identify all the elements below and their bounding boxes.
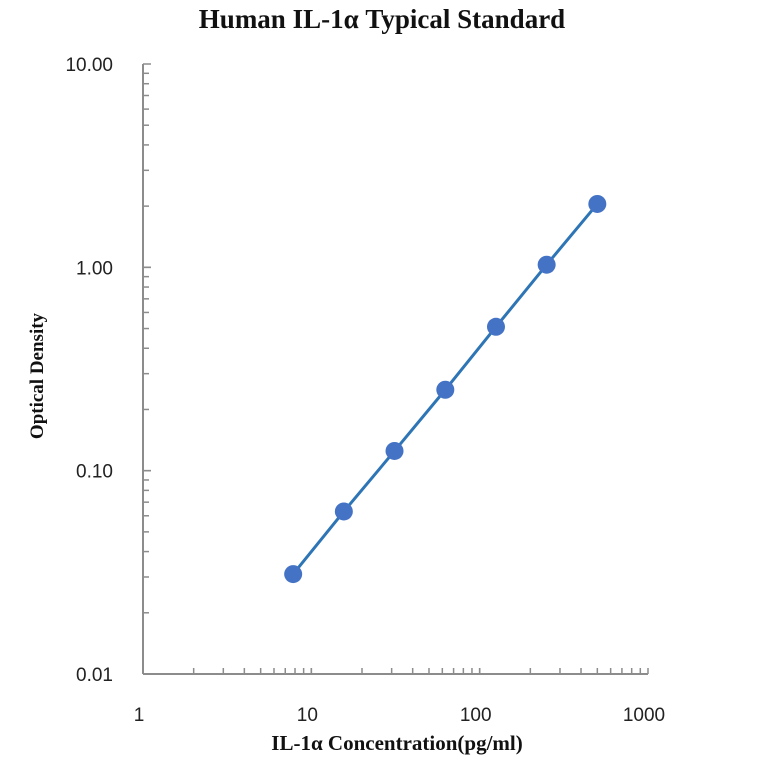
y-tick-label: 0.01 — [76, 665, 113, 686]
data-point — [436, 380, 455, 399]
x-axis-label: IL-1α Concentration(pg/ml) — [271, 731, 523, 755]
data-point — [486, 317, 505, 336]
x-tick-label: 1000 — [623, 705, 665, 726]
data-point — [334, 502, 353, 521]
data-point — [537, 255, 556, 274]
y-tick-label: 1.00 — [76, 258, 113, 279]
data-point — [385, 441, 404, 460]
x-tick-label: 10 — [297, 705, 318, 726]
chart-title: Human IL-1α Typical Standard — [198, 4, 566, 34]
data-point — [284, 565, 303, 584]
y-tick-label: 10.00 — [65, 55, 113, 76]
x-tick-label: 1 — [134, 705, 145, 726]
y-tick-label: 0.10 — [76, 462, 113, 483]
data-point — [588, 194, 607, 213]
x-tick-label: 100 — [460, 705, 492, 726]
